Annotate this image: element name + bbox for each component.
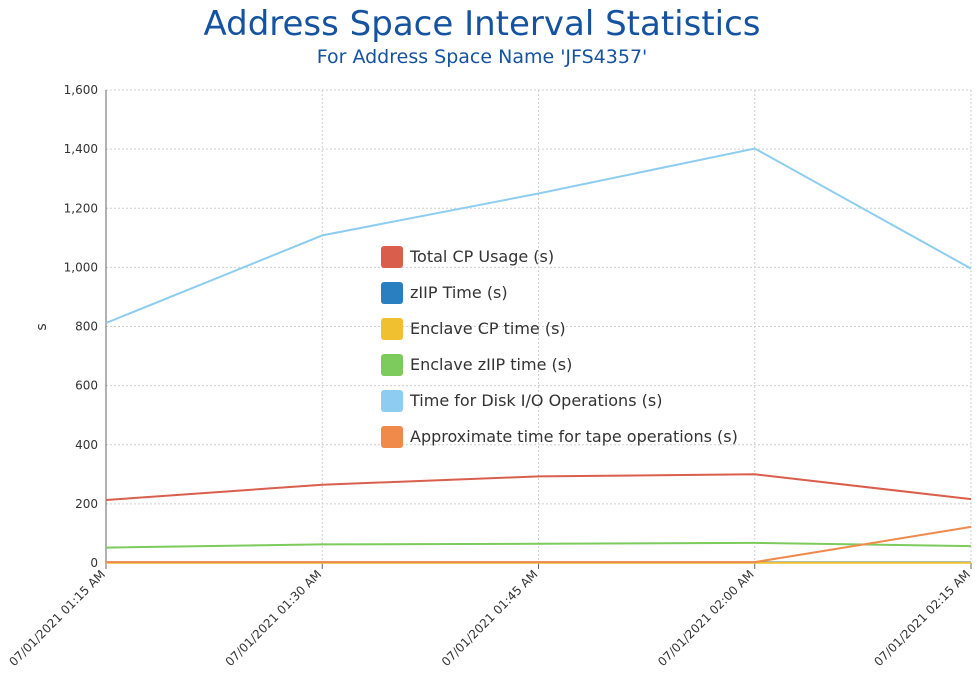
grid-lines [106, 89, 972, 563]
y-tick-label: 1,000 [64, 260, 98, 274]
legend-swatch [381, 354, 403, 376]
x-tick-label: 07/01/2021 01:45 AM [439, 567, 541, 669]
y-tick-label: 1,400 [64, 142, 98, 156]
chart-subtitle: For Address Space Name 'JFS4357' [316, 46, 648, 68]
y-tick-label: 800 [75, 320, 98, 334]
y-axis-ticks: 0 200 400 600 800 1,000 1,200 1,400 1,600 [64, 83, 98, 570]
x-tick-label: 07/01/2021 01:15 AM [6, 567, 108, 669]
y-tick-label: 1,600 [64, 83, 98, 97]
y-tick-label: 200 [75, 497, 98, 511]
x-tick-label: 07/01/2021 02:15 AM [871, 567, 973, 669]
legend-label: Total CP Usage (s) [409, 247, 554, 266]
x-tick-label: 07/01/2021 02:00 AM [655, 567, 757, 669]
series-line-5 [106, 525, 972, 564]
y-tick-label: 600 [75, 379, 98, 393]
legend-swatch [381, 426, 403, 448]
chart-title: Address Space Interval Statistics [203, 4, 761, 44]
legend-label: Approximate time for tape operations (s) [410, 427, 738, 446]
series-line-0 [105, 473, 972, 501]
legend-swatch [381, 318, 403, 340]
legend-label: Enclave zIIP time (s) [410, 355, 572, 374]
legend-swatch [381, 246, 403, 268]
legend-label: Enclave CP time (s) [410, 319, 566, 338]
legend-swatch [381, 390, 403, 412]
series-line-3 [105, 541, 972, 549]
y-axis-label: s [34, 323, 50, 330]
x-tick-label: 07/01/2021 01:30 AM [223, 567, 325, 669]
x-axis-ticks: 07/01/2021 01:15 AM 07/01/2021 01:30 AM 07… [6, 563, 973, 669]
legend[interactable]: Total CP Usage (s) zIIP Time (s) Enclave C… [381, 246, 738, 448]
y-tick-label: 1,200 [64, 201, 98, 215]
series-line-4 [105, 147, 972, 324]
y-tick-label: 400 [75, 438, 98, 452]
legend-label: zIIP Time (s) [410, 283, 508, 302]
series-lines [105, 147, 972, 564]
legend-swatch [381, 282, 403, 304]
y-tick-label: 0 [90, 556, 98, 570]
legend-label: Time for Disk I/O Operations (s) [409, 391, 662, 410]
